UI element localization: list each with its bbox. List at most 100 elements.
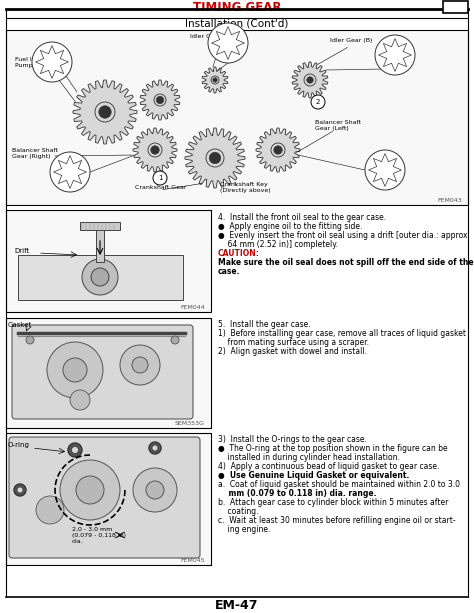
Circle shape: [211, 76, 219, 84]
Text: 5.  Install the gear case.: 5. Install the gear case.: [218, 320, 310, 329]
Circle shape: [36, 496, 64, 524]
Circle shape: [146, 481, 164, 499]
Circle shape: [209, 152, 221, 164]
Bar: [18, 255, 183, 300]
Text: 64 mm (2.52 in)] completely.: 64 mm (2.52 in)] completely.: [218, 240, 338, 249]
Text: EM-47: EM-47: [215, 599, 259, 612]
Circle shape: [63, 358, 87, 382]
Polygon shape: [73, 80, 137, 144]
Text: coating.: coating.: [218, 507, 258, 516]
Text: CAUTION:: CAUTION:: [218, 249, 260, 258]
Circle shape: [148, 143, 162, 157]
Circle shape: [50, 152, 90, 192]
Bar: [6, 210, 211, 312]
Text: ●  Use Genuine Liquid Gasket or equivalent.: ● Use Genuine Liquid Gasket or equivalen…: [218, 471, 410, 480]
Circle shape: [171, 336, 179, 344]
Polygon shape: [202, 67, 228, 93]
Text: Balancer Shaft
Gear (Right): Balancer Shaft Gear (Right): [12, 148, 58, 159]
Text: Make sure the oil seal does not spill off the end side of the gear: Make sure the oil seal does not spill of…: [218, 258, 474, 267]
Circle shape: [311, 95, 325, 109]
Bar: [6, 433, 211, 565]
Text: Drift: Drift: [14, 248, 29, 254]
Text: Idler Gear (A): Idler Gear (A): [190, 34, 232, 39]
Bar: [80, 222, 120, 230]
Text: 4.  Install the front oil seal to the gear case.: 4. Install the front oil seal to the gea…: [218, 213, 386, 222]
Bar: [6, 318, 211, 428]
Text: a.  Coat of liquid gasket should be maintained within 2.0 to 3.0: a. Coat of liquid gasket should be maint…: [218, 480, 460, 489]
Bar: [96, 230, 104, 262]
Bar: [443, 1, 468, 13]
Circle shape: [307, 77, 313, 83]
Polygon shape: [185, 128, 245, 188]
Circle shape: [72, 446, 79, 454]
Circle shape: [99, 106, 111, 118]
Text: FEM045: FEM045: [181, 558, 205, 563]
Circle shape: [70, 390, 90, 410]
Text: Crankshaft Key
(Directly above): Crankshaft Key (Directly above): [220, 182, 271, 193]
Text: Fuel Injection
Pump Gear: Fuel Injection Pump Gear: [15, 57, 57, 68]
Circle shape: [91, 268, 109, 286]
Text: 1)  Before installing gear case, remove all traces of liquid gasket: 1) Before installing gear case, remove a…: [218, 329, 466, 338]
Polygon shape: [256, 128, 300, 172]
Circle shape: [60, 460, 120, 520]
Polygon shape: [133, 128, 177, 172]
Circle shape: [76, 476, 104, 504]
Circle shape: [82, 259, 118, 295]
Text: SEM353G: SEM353G: [175, 421, 205, 426]
Text: FEM043: FEM043: [437, 198, 462, 203]
Circle shape: [133, 468, 177, 512]
Circle shape: [151, 146, 159, 154]
Circle shape: [375, 35, 415, 75]
Circle shape: [274, 146, 282, 154]
Circle shape: [68, 443, 82, 457]
Circle shape: [153, 171, 167, 185]
Text: Gasket: Gasket: [8, 322, 32, 328]
Text: ●  Evenly insert the front oil seal using a drift [outer dia.: approx.: ● Evenly insert the front oil seal using…: [218, 231, 470, 240]
Text: ●  The O-ring at the top position shown in the figure can be: ● The O-ring at the top position shown i…: [218, 444, 447, 453]
Circle shape: [17, 487, 23, 493]
Text: O-ring: O-ring: [8, 442, 30, 448]
Text: case.: case.: [218, 267, 240, 276]
Text: ZD: ZD: [448, 2, 463, 12]
Text: 2)  Align gasket with dowel and install.: 2) Align gasket with dowel and install.: [218, 347, 367, 356]
Text: ●  Apply engine oil to the fitting side.: ● Apply engine oil to the fitting side.: [218, 222, 363, 231]
FancyBboxPatch shape: [9, 437, 200, 558]
Circle shape: [95, 102, 115, 122]
Circle shape: [152, 445, 158, 451]
Text: Idler Gear (B): Idler Gear (B): [330, 38, 373, 43]
Text: Balancer Shaft
Gear (Left): Balancer Shaft Gear (Left): [315, 120, 361, 131]
Polygon shape: [140, 80, 180, 120]
Text: ing engine.: ing engine.: [218, 525, 270, 534]
Circle shape: [206, 149, 224, 167]
Text: Crankshaft Gear: Crankshaft Gear: [135, 185, 186, 190]
Text: Installation (Cont'd): Installation (Cont'd): [185, 19, 289, 29]
Circle shape: [304, 74, 316, 86]
Circle shape: [32, 42, 72, 82]
Circle shape: [154, 94, 166, 106]
Circle shape: [213, 78, 217, 82]
Text: from mating surface using a scraper.: from mating surface using a scraper.: [218, 338, 369, 347]
Text: 3)  Install the O-rings to the gear case.: 3) Install the O-rings to the gear case.: [218, 435, 367, 444]
Text: FEM044: FEM044: [180, 305, 205, 310]
Text: c.  Wait at least 30 minutes before refilling engine oil or start-: c. Wait at least 30 minutes before refil…: [218, 516, 456, 525]
Circle shape: [365, 150, 405, 190]
Text: TIMING GEAR: TIMING GEAR: [193, 1, 281, 14]
Circle shape: [26, 336, 34, 344]
Text: mm (0.079 to 0.118 in) dia. range.: mm (0.079 to 0.118 in) dia. range.: [218, 489, 376, 498]
Circle shape: [132, 357, 148, 373]
Circle shape: [14, 484, 26, 496]
Circle shape: [156, 96, 164, 104]
Bar: [6, 30, 468, 205]
Text: 1: 1: [158, 175, 162, 181]
Circle shape: [149, 442, 161, 454]
Text: 4)  Apply a continuous bead of liquid gasket to gear case.: 4) Apply a continuous bead of liquid gas…: [218, 462, 439, 471]
Text: b.  Attach gear case to cylinder block within 5 minutes after: b. Attach gear case to cylinder block wi…: [218, 498, 448, 507]
Text: installed in during cylinder head installation.: installed in during cylinder head instal…: [218, 453, 400, 462]
FancyBboxPatch shape: [12, 325, 193, 419]
Polygon shape: [292, 62, 328, 98]
Circle shape: [271, 143, 285, 157]
Circle shape: [47, 342, 103, 398]
Text: 2: 2: [316, 99, 320, 105]
Circle shape: [120, 345, 160, 385]
Text: 2.0 - 3.0 mm
(0.079 - 0.118 in)
dia.: 2.0 - 3.0 mm (0.079 - 0.118 in) dia.: [72, 527, 126, 544]
